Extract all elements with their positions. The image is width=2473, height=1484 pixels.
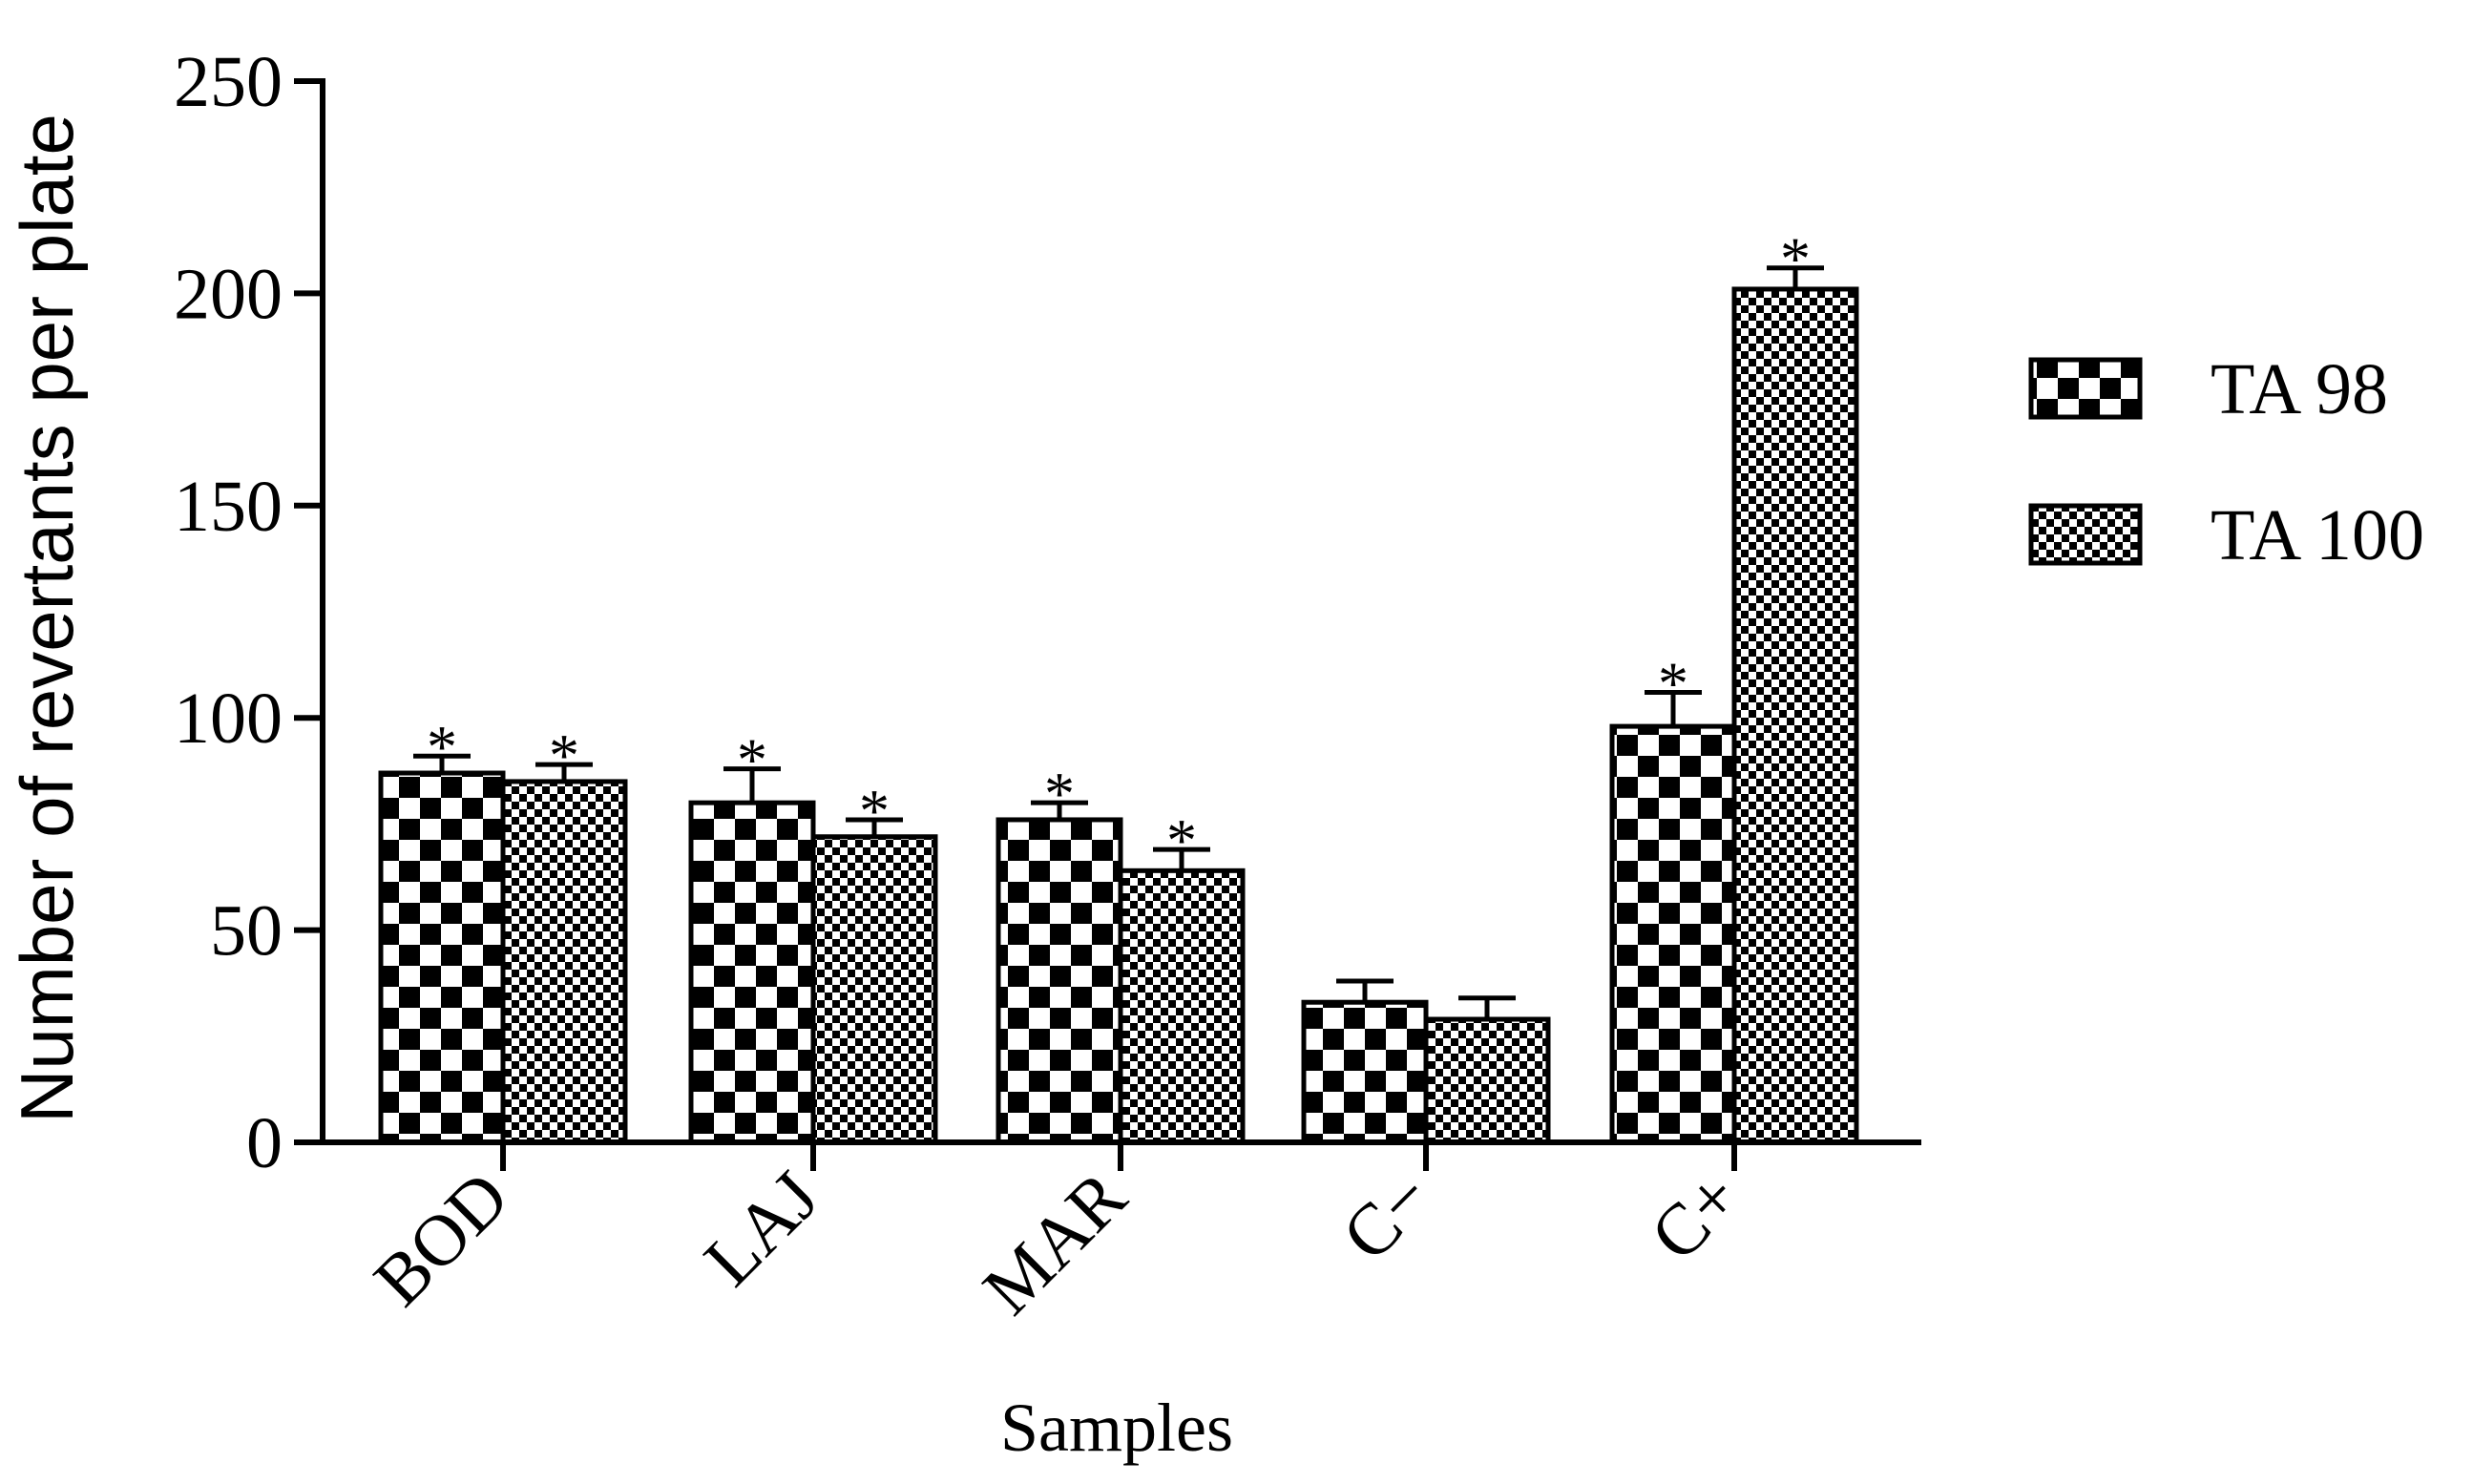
bar <box>1731 286 1859 1145</box>
y-tick-label: 250 <box>174 42 283 122</box>
x-tick-label: LAJ <box>689 1157 834 1302</box>
significance-mark: * <box>427 713 457 781</box>
bar <box>1609 723 1737 1145</box>
bar <box>810 834 938 1145</box>
y-tick-label: 150 <box>174 467 283 547</box>
legend-swatch <box>2028 503 2143 566</box>
x-axis-label: Samples <box>1000 1390 1233 1466</box>
significance-marks-layer: * * * * * * * * <box>427 225 1811 874</box>
bar <box>688 800 816 1145</box>
bar <box>1423 1016 1551 1145</box>
bar <box>995 817 1123 1145</box>
y-ticks-layer: 0 50 100 150 200 250 <box>174 42 323 1183</box>
y-tick-label: 0 <box>246 1103 283 1183</box>
significance-mark: * <box>1658 650 1688 718</box>
x-ticks-layer: BOD LAJ MAR C− C+ <box>359 1142 1755 1329</box>
significance-mark: * <box>549 721 579 789</box>
significance-mark: * <box>859 777 890 845</box>
y-tick-label: 100 <box>174 679 283 759</box>
significance-mark: * <box>737 726 767 794</box>
bar <box>378 770 506 1145</box>
x-tick-label: C− <box>1327 1157 1447 1277</box>
bar <box>500 779 628 1145</box>
x-tick-label: BOD <box>359 1157 524 1322</box>
legend-label: TA 100 <box>2211 495 2424 575</box>
significance-mark: * <box>1780 225 1811 293</box>
error-bars-layer <box>413 265 1824 1020</box>
significance-mark: * <box>1166 806 1197 874</box>
significance-mark: * <box>1044 760 1075 827</box>
bar <box>1118 867 1246 1145</box>
y-tick-label: 50 <box>210 891 283 972</box>
x-tick-label: C+ <box>1635 1157 1755 1277</box>
y-axis-label: Number of revertants per plate <box>5 114 89 1123</box>
legend: TA 98 TA 100 <box>2028 349 2424 575</box>
bar <box>1301 999 1429 1145</box>
x-tick-label: MAR <box>968 1156 1142 1329</box>
legend-swatch <box>2028 357 2143 420</box>
legend-label: TA 98 <box>2211 349 2388 429</box>
y-tick-label: 200 <box>174 254 283 334</box>
bars-layer <box>378 286 1859 1145</box>
